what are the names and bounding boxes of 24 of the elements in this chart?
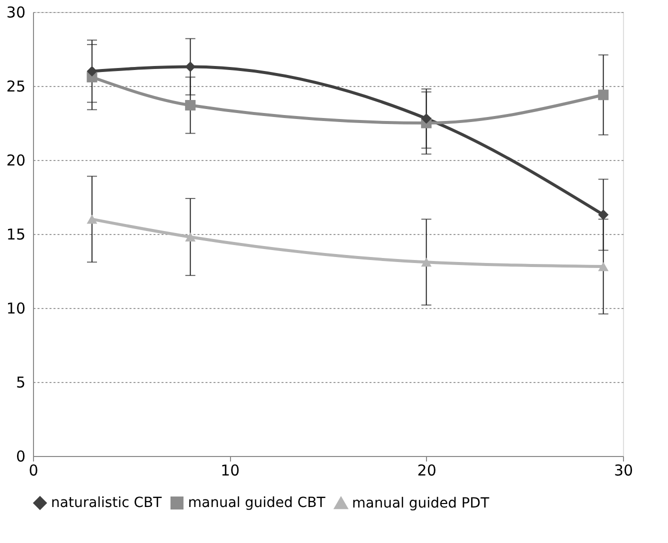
point xyxy=(185,100,196,110)
x-tick-label: 0 xyxy=(28,462,38,480)
legend-label: naturalistic CBT xyxy=(51,495,162,511)
point xyxy=(421,113,432,124)
x-tick-label: 20 xyxy=(417,462,436,480)
legend-label: manual guided CBT xyxy=(188,495,326,511)
y-tick-label: 25 xyxy=(6,78,26,96)
point xyxy=(598,210,609,220)
point xyxy=(185,62,196,72)
legend-label: manual guided PDT xyxy=(352,495,490,512)
point xyxy=(86,214,98,224)
y-tick-label: 15 xyxy=(6,226,26,244)
y-tick-label: 5 xyxy=(16,374,26,392)
point xyxy=(598,262,609,272)
y-tick-label: 0 xyxy=(16,448,26,466)
y-tick-label: 30 xyxy=(6,4,26,22)
point xyxy=(86,66,98,76)
point xyxy=(421,258,432,267)
y-tick-label: 20 xyxy=(6,152,26,170)
point xyxy=(185,232,196,242)
y-tick-label: 10 xyxy=(6,300,26,318)
point xyxy=(598,90,609,100)
x-tick-label: 30 xyxy=(614,462,634,480)
x-tick-label: 10 xyxy=(220,462,240,480)
